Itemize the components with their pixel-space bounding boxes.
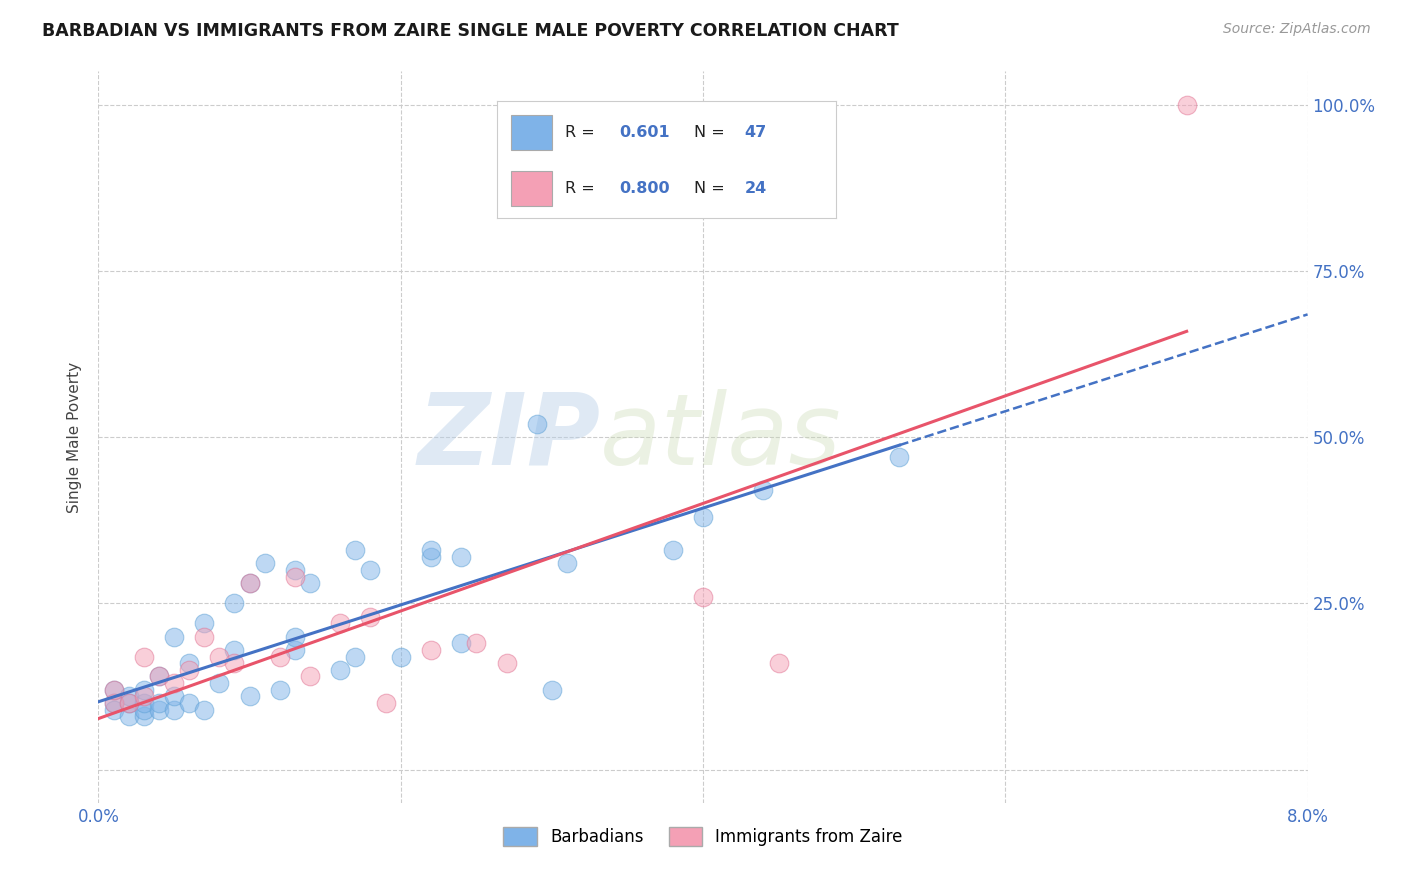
Point [179,656,201,670]
Point [768,656,790,670]
Point [163,630,186,644]
Point [179,663,201,677]
Y-axis label: Single Male Poverty: Single Male Poverty [67,361,83,513]
Point [132,649,155,664]
Point [224,656,246,670]
Point [103,696,125,710]
Point [344,543,367,558]
Point [420,643,443,657]
Point [163,703,186,717]
Point [284,570,307,584]
Point [239,576,262,591]
Point [224,596,246,610]
Point [103,703,125,717]
Point [132,709,155,723]
Point [148,703,170,717]
Point [193,616,215,631]
Point [329,616,352,631]
Text: Source: ZipAtlas.com: Source: ZipAtlas.com [1223,22,1371,37]
Point [329,663,352,677]
Point [299,576,322,591]
Point [208,649,231,664]
Point [132,682,155,697]
Point [103,682,125,697]
Point [389,649,412,664]
Point [465,636,488,650]
Point [163,690,186,704]
Point [179,696,201,710]
Point [374,696,396,710]
Point [148,696,170,710]
Point [420,549,443,564]
Point [526,417,548,431]
Text: atlas: atlas [600,389,842,485]
Point [344,649,367,664]
Point [269,682,291,697]
Point [103,696,125,710]
Point [118,690,141,704]
Point [450,549,472,564]
Point [239,690,262,704]
Point [692,590,714,604]
Point [118,709,141,723]
Point [224,643,246,657]
Point [284,630,307,644]
Text: ZIP: ZIP [418,389,600,485]
Point [299,669,322,683]
Point [208,676,231,690]
Point [360,609,382,624]
Point [239,576,262,591]
Point [103,682,125,697]
Point [284,643,307,657]
Point [148,669,170,683]
Legend: Barbadians, Immigrants from Zaire: Barbadians, Immigrants from Zaire [496,821,910,853]
Text: BARBADIAN VS IMMIGRANTS FROM ZAIRE SINGLE MALE POVERTY CORRELATION CHART: BARBADIAN VS IMMIGRANTS FROM ZAIRE SINGL… [42,22,898,40]
Point [360,563,382,577]
Point [1175,97,1198,112]
Point [540,682,562,697]
Point [132,690,155,704]
Point [661,543,683,558]
Point [420,543,443,558]
Point [253,557,276,571]
Point [118,696,141,710]
Point [269,649,291,664]
Point [163,676,186,690]
Point [193,630,215,644]
Point [132,703,155,717]
Point [889,450,911,464]
Point [284,563,307,577]
Point [692,509,714,524]
Point [450,636,472,650]
Point [495,656,517,670]
Point [752,483,775,498]
Point [132,696,155,710]
Point [193,703,215,717]
Point [148,669,170,683]
Point [118,696,141,710]
Point [555,557,578,571]
